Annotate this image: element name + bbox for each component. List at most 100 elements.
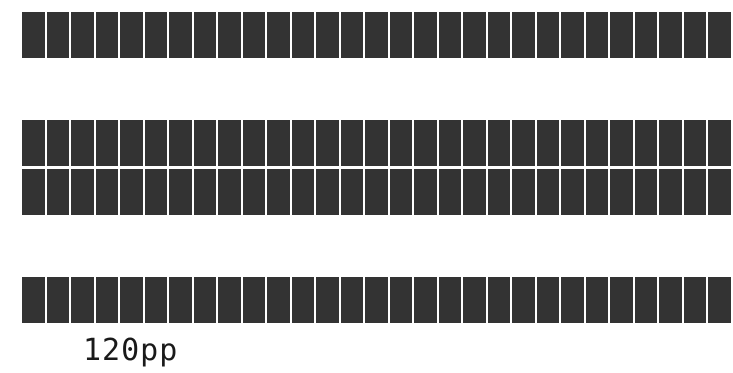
block-cell bbox=[242, 120, 265, 166]
block-cell bbox=[683, 169, 706, 215]
block-cell bbox=[169, 169, 192, 215]
block-cell bbox=[414, 12, 437, 58]
block-cell bbox=[683, 12, 706, 58]
block-cell bbox=[340, 120, 363, 166]
block-strip-upper-double bbox=[22, 120, 733, 166]
block-cell bbox=[610, 277, 633, 323]
block-cell bbox=[242, 277, 265, 323]
block-cell bbox=[95, 169, 118, 215]
block-cell bbox=[144, 12, 167, 58]
block-cell bbox=[438, 277, 461, 323]
block-cell bbox=[708, 169, 731, 215]
block-strip-top bbox=[22, 12, 733, 58]
block-cell bbox=[512, 12, 535, 58]
block-cell bbox=[487, 169, 510, 215]
block-cell bbox=[365, 120, 388, 166]
block-cell bbox=[512, 277, 535, 323]
block-cell bbox=[414, 169, 437, 215]
block-cell bbox=[659, 277, 682, 323]
block-cell bbox=[463, 12, 486, 58]
block-cell bbox=[585, 120, 608, 166]
block-cell bbox=[634, 277, 657, 323]
block-cell bbox=[120, 169, 143, 215]
block-cell bbox=[438, 120, 461, 166]
block-cell bbox=[659, 12, 682, 58]
block-cell bbox=[634, 169, 657, 215]
block-cell bbox=[463, 169, 486, 215]
block-cell bbox=[218, 169, 241, 215]
block-cell bbox=[536, 277, 559, 323]
block-cell bbox=[169, 277, 192, 323]
block-cell bbox=[291, 169, 314, 215]
block-cell bbox=[340, 169, 363, 215]
block-cell bbox=[193, 277, 216, 323]
block-cell bbox=[71, 277, 94, 323]
block-cell bbox=[340, 277, 363, 323]
block-cell bbox=[291, 12, 314, 58]
block-cell bbox=[634, 120, 657, 166]
block-cell bbox=[22, 12, 45, 58]
block-cell bbox=[389, 120, 412, 166]
block-cell bbox=[389, 169, 412, 215]
block-cell bbox=[291, 120, 314, 166]
block-cell bbox=[365, 277, 388, 323]
block-cell bbox=[536, 120, 559, 166]
block-cell bbox=[120, 277, 143, 323]
block-cell bbox=[512, 120, 535, 166]
block-cell bbox=[193, 169, 216, 215]
block-cell bbox=[46, 169, 69, 215]
block-cell bbox=[561, 277, 584, 323]
block-cell bbox=[22, 120, 45, 166]
block-cell bbox=[169, 12, 192, 58]
block-cell bbox=[71, 169, 94, 215]
block-cell bbox=[71, 12, 94, 58]
block-cell bbox=[561, 120, 584, 166]
block-cell bbox=[708, 12, 731, 58]
block-cell bbox=[585, 12, 608, 58]
block-cell bbox=[536, 12, 559, 58]
block-cell bbox=[389, 12, 412, 58]
block-strip-lower-double bbox=[22, 169, 733, 215]
block-cell bbox=[585, 277, 608, 323]
caption-label: 120pp bbox=[83, 333, 179, 368]
block-cell bbox=[193, 120, 216, 166]
block-cell bbox=[193, 12, 216, 58]
block-cell bbox=[708, 277, 731, 323]
block-cell bbox=[610, 120, 633, 166]
block-cell bbox=[610, 169, 633, 215]
block-cell bbox=[610, 12, 633, 58]
block-cell bbox=[683, 277, 706, 323]
block-cell bbox=[316, 12, 339, 58]
block-cell bbox=[316, 277, 339, 323]
block-cell bbox=[438, 12, 461, 58]
block-cell bbox=[46, 12, 69, 58]
block-cell bbox=[340, 12, 363, 58]
block-cell bbox=[561, 169, 584, 215]
block-cell bbox=[708, 120, 731, 166]
block-cell bbox=[95, 12, 118, 58]
block-cell bbox=[242, 169, 265, 215]
block-cell bbox=[659, 169, 682, 215]
block-cell bbox=[46, 120, 69, 166]
block-cell bbox=[120, 120, 143, 166]
block-cell bbox=[659, 120, 682, 166]
block-cell bbox=[71, 120, 94, 166]
block-cell bbox=[267, 120, 290, 166]
block-cell bbox=[365, 12, 388, 58]
block-cell bbox=[169, 120, 192, 166]
block-cell bbox=[144, 277, 167, 323]
block-cell bbox=[218, 12, 241, 58]
block-cell bbox=[242, 12, 265, 58]
block-cell bbox=[291, 277, 314, 323]
block-cell bbox=[267, 169, 290, 215]
block-cell bbox=[267, 277, 290, 323]
block-cell bbox=[389, 277, 412, 323]
block-cell bbox=[144, 169, 167, 215]
block-cell bbox=[487, 277, 510, 323]
block-cell bbox=[561, 12, 584, 58]
block-cell bbox=[95, 277, 118, 323]
block-cell bbox=[144, 120, 167, 166]
block-cell bbox=[316, 120, 339, 166]
block-cell bbox=[365, 169, 388, 215]
block-cell bbox=[463, 120, 486, 166]
